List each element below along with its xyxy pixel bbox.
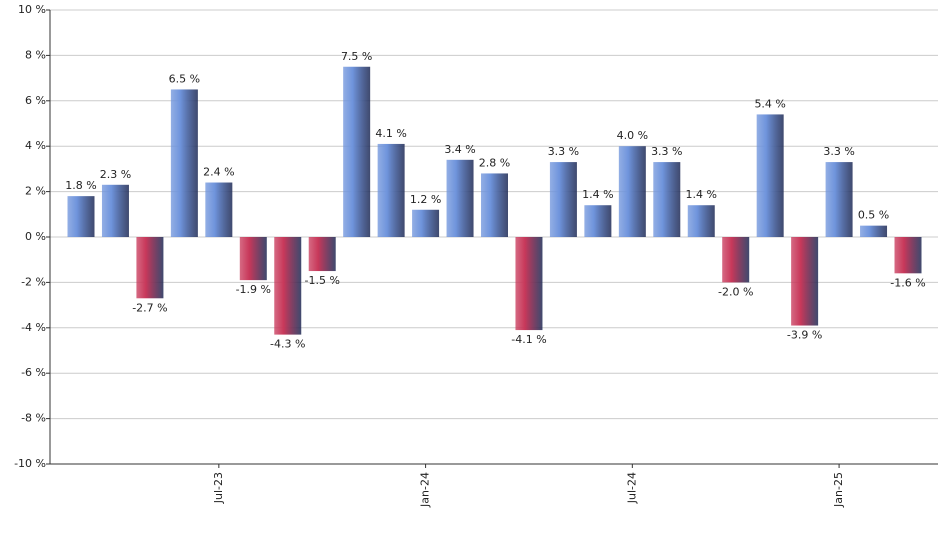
bar — [549, 162, 577, 237]
value-label: -2.0 % — [718, 285, 753, 298]
y-tick-label: 4 % — [25, 139, 46, 152]
value-label: -1.6 % — [890, 276, 925, 289]
value-label: -1.9 % — [236, 283, 271, 296]
value-label: 2.8 % — [479, 156, 510, 169]
bar — [239, 237, 267, 281]
bar — [274, 237, 302, 335]
bar — [412, 209, 440, 237]
y-tick-label: -2 % — [21, 275, 46, 288]
y-tick-label: -10 % — [14, 457, 46, 470]
y-tick-label: 0 % — [25, 230, 46, 243]
bar — [308, 237, 336, 272]
bar — [67, 196, 95, 237]
value-label: -4.1 % — [511, 333, 546, 346]
value-label: 3.3 % — [548, 145, 579, 158]
bar — [481, 173, 508, 237]
bar — [515, 237, 543, 331]
bar — [205, 182, 233, 237]
value-label: 4.1 % — [375, 127, 406, 140]
value-label: -2.7 % — [132, 301, 167, 314]
bar — [170, 89, 198, 237]
y-tick-label: 8 % — [25, 48, 46, 61]
y-tick-label: 10 % — [18, 3, 46, 16]
y-tick-label: -6 % — [21, 366, 46, 379]
bar — [791, 237, 819, 326]
bar — [377, 143, 405, 237]
x-tick-label: Jan-25 — [832, 472, 845, 508]
bar — [343, 66, 371, 237]
value-label: 1.4 % — [686, 188, 717, 201]
value-label: 6.5 % — [169, 72, 200, 85]
value-label: 0.5 % — [858, 209, 889, 222]
y-tick-label: 2 % — [25, 185, 46, 198]
bar — [618, 146, 646, 237]
value-label: -4.3 % — [270, 338, 305, 351]
x-tick-label: Jul-23 — [212, 472, 225, 504]
bar — [825, 162, 853, 237]
value-label: 7.5 % — [341, 50, 372, 63]
value-label: 1.8 % — [65, 179, 96, 192]
y-tick-label: -4 % — [21, 321, 46, 334]
bar — [584, 205, 612, 237]
value-label: 5.4 % — [754, 97, 785, 110]
value-label: 3.3 % — [823, 145, 854, 158]
bar — [860, 225, 888, 237]
y-tick-label: -8 % — [21, 412, 46, 425]
x-tick-label: Jul-24 — [625, 472, 638, 504]
value-label: -1.5 % — [304, 274, 339, 287]
bar — [894, 237, 922, 274]
value-label: 1.2 % — [410, 193, 441, 206]
value-label: 2.4 % — [203, 166, 234, 179]
x-tick-label: Jan-24 — [419, 472, 432, 508]
value-label: 3.4 % — [444, 143, 475, 156]
bar — [653, 162, 681, 237]
y-tick-label: 6 % — [25, 94, 46, 107]
bar — [101, 184, 129, 237]
value-label: -3.9 % — [787, 329, 822, 342]
bar — [687, 205, 715, 237]
bar — [446, 159, 474, 237]
bar — [136, 237, 164, 299]
value-label: 4.0 % — [617, 129, 648, 142]
bar — [756, 114, 784, 237]
value-label: 1.4 % — [582, 188, 613, 201]
value-label: 2.3 % — [100, 168, 131, 181]
bar — [722, 237, 750, 283]
value-label: 3.3 % — [651, 145, 682, 158]
